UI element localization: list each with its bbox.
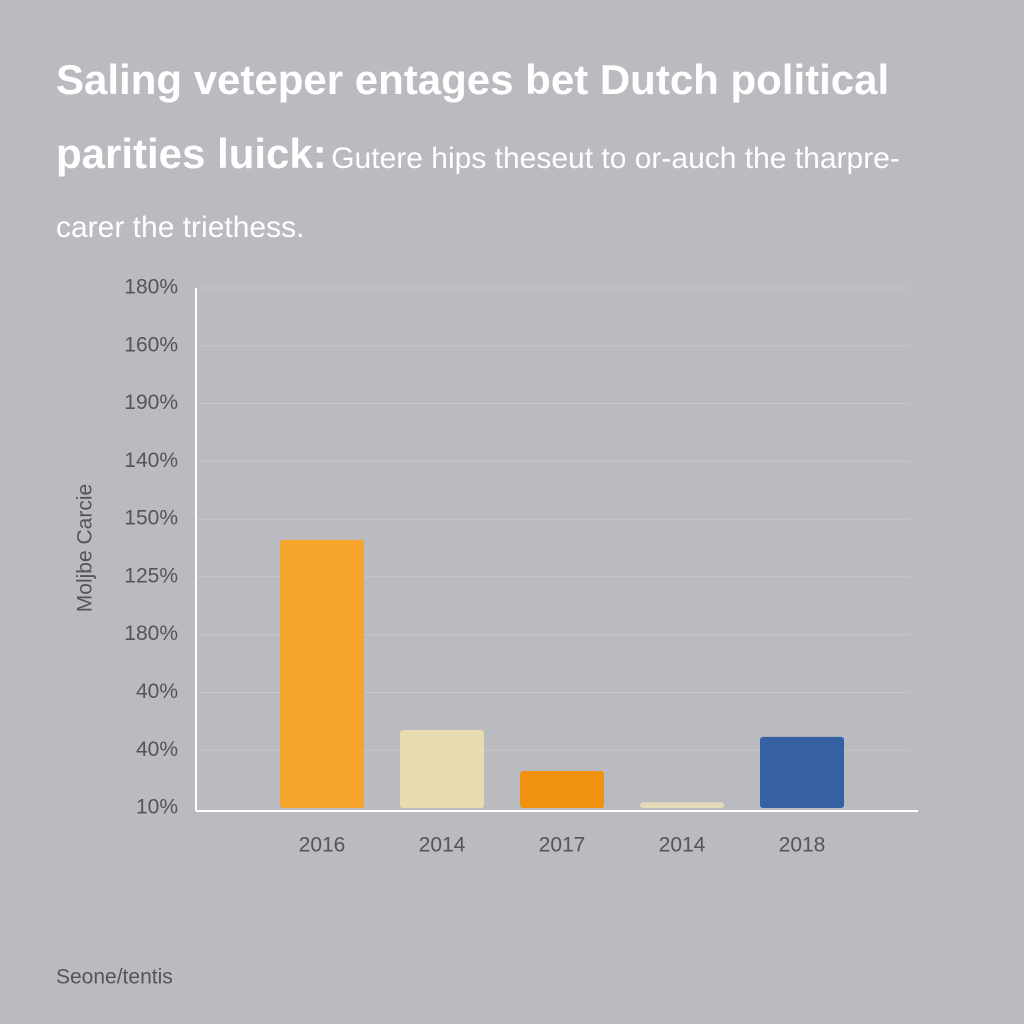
y-tick-label: 160% [124, 333, 178, 356]
bar [280, 539, 364, 808]
chart-subtitle: Gutere hips theseut to or-auch the tharp… [56, 142, 900, 244]
bar [400, 730, 484, 808]
y-tick-label: 190% [124, 391, 178, 414]
header: Saling veteper entages bet Dutch politic… [56, 48, 956, 265]
bar [640, 802, 724, 808]
y-axis-label: Moljbe Carcie [74, 484, 97, 612]
y-tick-label: 10% [136, 796, 178, 819]
x-tick-label: 2017 [539, 834, 586, 857]
bar [520, 771, 604, 808]
x-tick-label: 2014 [419, 834, 466, 857]
bar [760, 736, 844, 808]
y-tick-label: 40% [136, 738, 178, 761]
x-tick-label: 2016 [299, 834, 346, 857]
source: Seone/tentis [56, 966, 173, 989]
chart-title: Saling veteper entages bet Dutch politic… [56, 56, 890, 177]
x-tick-label: 2014 [659, 834, 706, 857]
y-tick-label: 140% [124, 449, 178, 472]
y-tick-label: 125% [124, 564, 178, 587]
y-tick-label: 150% [124, 507, 178, 530]
y-tick-label: 40% [136, 680, 178, 703]
y-tick-label: 180% [124, 622, 178, 645]
x-tick-label: 2018 [779, 834, 826, 857]
y-tick-label: 180% [124, 276, 178, 299]
